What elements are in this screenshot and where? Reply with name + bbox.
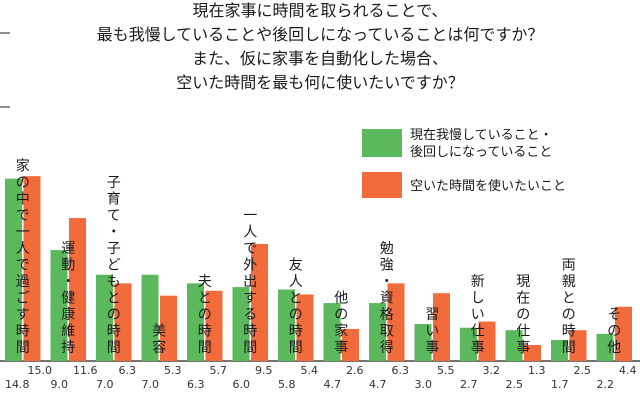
category-label: 新しい仕事 — [471, 274, 485, 356]
bar — [5, 178, 22, 361]
bar — [141, 274, 159, 361]
category-label: 他の家事 — [334, 291, 348, 357]
category-label: 現在の仕事 — [516, 274, 530, 356]
title-line: 最も我慢していることや後回しになっていることは何ですか？ — [97, 25, 544, 44]
bar — [478, 321, 496, 361]
value-label: 2.5 — [574, 364, 592, 377]
category-label: 子育て・子どもとの時間 — [107, 175, 121, 356]
bar — [23, 176, 41, 361]
value-label: 6.3 — [187, 378, 205, 391]
value-label: 5.5 — [437, 364, 455, 377]
value-label: 6.3 — [119, 364, 137, 377]
category-label: 友人との時間 — [289, 258, 303, 357]
category-label: 一人で外出する時間 — [243, 208, 257, 356]
bar — [251, 243, 268, 361]
bar — [160, 295, 177, 361]
bar — [569, 330, 587, 361]
value-label: 9.5 — [255, 364, 273, 377]
value-label: 14.8 — [5, 378, 30, 391]
value-label: 5.3 — [164, 364, 182, 377]
category-label: その他 — [607, 307, 621, 356]
value-label: 2.6 — [346, 364, 364, 377]
value-label: 6.0 — [233, 378, 251, 391]
value-label: 4.7 — [324, 378, 342, 391]
bar — [187, 283, 204, 361]
legend-swatch — [362, 129, 402, 157]
bar — [296, 294, 314, 361]
value-label: 4.4 — [619, 364, 637, 377]
value-label: 2.7 — [460, 378, 478, 391]
category-label: 家の中で一人で過ごす時間 — [16, 158, 30, 357]
title-line: 空いた時間を最も何に使いたいですか？ — [176, 73, 464, 92]
bar — [524, 344, 541, 361]
bar — [50, 250, 68, 361]
bar — [114, 283, 132, 361]
category-label: 習い事 — [425, 307, 439, 356]
bar — [460, 327, 477, 361]
category-label: 美容 — [152, 324, 166, 357]
value-label: 1.3 — [528, 364, 546, 377]
value-label: 15.0 — [28, 364, 53, 377]
value-label: 9.0 — [51, 378, 69, 391]
value-label: 2.5 — [506, 378, 524, 391]
value-label: 3.2 — [483, 364, 501, 377]
bar — [551, 340, 568, 361]
value-label: 7.0 — [96, 378, 114, 391]
value-label: 5.4 — [301, 364, 319, 377]
title-line: また、仮に家事を自動化した場合、 — [192, 49, 448, 68]
bar — [615, 306, 632, 361]
value-label: 1.7 — [551, 378, 569, 391]
bar — [342, 328, 359, 361]
title-line: 現在家事に時間を取られることで、 — [193, 1, 448, 20]
bar — [596, 333, 614, 361]
bar — [414, 324, 432, 361]
bar — [96, 274, 113, 361]
category-label: 両親との時間 — [562, 258, 576, 357]
value-label: 3.0 — [415, 378, 433, 391]
category-label: 夫との時間 — [198, 274, 212, 356]
bar — [369, 303, 386, 361]
category-label: 運動・健康維持 — [61, 241, 75, 356]
value-label: 11.6 — [73, 364, 98, 377]
bar — [323, 303, 341, 361]
value-label: 5.8 — [278, 378, 296, 391]
value-label: 7.0 — [142, 378, 160, 391]
bar — [205, 290, 223, 361]
value-label: 2.2 — [597, 378, 615, 391]
bar — [505, 330, 523, 361]
bar — [433, 293, 450, 361]
value-label: 6.3 — [392, 364, 410, 377]
bar — [69, 218, 86, 361]
value-label: 5.7 — [210, 364, 228, 377]
category-label: 勉強・資格取得 — [380, 241, 394, 356]
legend-entry: 空いた時間を使いたいこと — [410, 178, 566, 194]
chart-title: 現在家事に時間を取られることで、最も我慢していることや後回しになっていることは何… — [97, 1, 544, 92]
bar — [387, 283, 405, 361]
value-label: 4.7 — [369, 378, 387, 391]
bar — [232, 287, 250, 361]
legend-swatch — [362, 172, 402, 198]
bars — [5, 176, 632, 361]
value-labels: 14.815.09.011.67.06.37.05.36.35.76.09.55… — [5, 364, 637, 391]
legend-entry: 現在我慢していること・後回しになっていること — [410, 127, 553, 160]
bar — [278, 289, 295, 361]
